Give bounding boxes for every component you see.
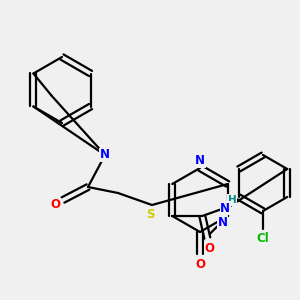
Text: S: S: [146, 208, 154, 221]
Text: N: N: [220, 202, 230, 214]
Text: N: N: [218, 215, 228, 229]
Text: Cl: Cl: [256, 232, 269, 245]
Text: O: O: [204, 242, 214, 254]
Text: N: N: [195, 154, 205, 167]
Text: H: H: [228, 195, 237, 205]
Text: O: O: [195, 257, 205, 271]
Text: N: N: [100, 148, 110, 161]
Text: O: O: [50, 199, 60, 212]
